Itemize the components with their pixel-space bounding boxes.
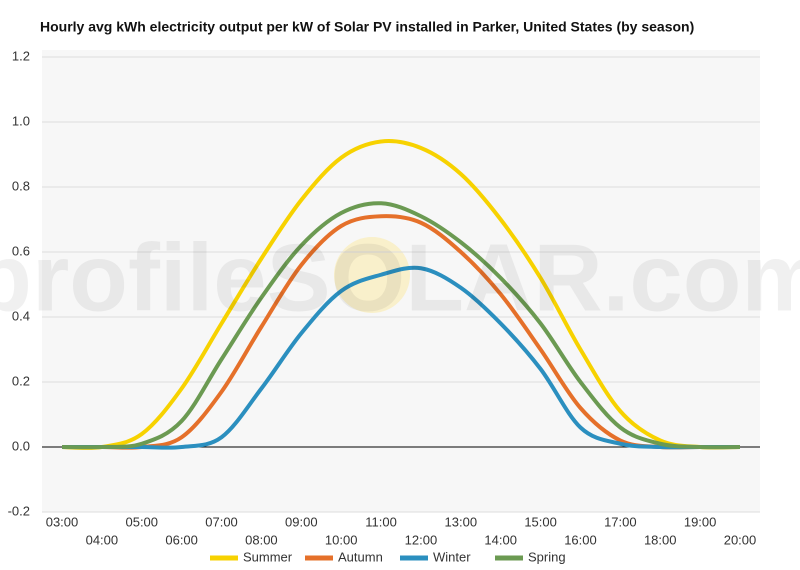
x-tick-label: 20:00 xyxy=(724,532,757,547)
y-tick-label: -0.2 xyxy=(8,503,30,518)
series-line xyxy=(61,139,741,450)
y-tick-label: 0.8 xyxy=(12,178,30,193)
x-tick-label: 04:00 xyxy=(86,532,119,547)
x-tick-label: 03:00 xyxy=(46,514,79,529)
x-tick-label: 07:00 xyxy=(205,514,238,529)
y-tick-label: 0.6 xyxy=(12,243,30,258)
x-tick-label: 14:00 xyxy=(484,532,517,547)
legend-label: Summer xyxy=(243,549,293,564)
x-tick-label: 09:00 xyxy=(285,514,318,529)
x-tick-label: 08:00 xyxy=(245,532,278,547)
x-tick-label: 06:00 xyxy=(165,532,198,547)
x-tick-label: 13:00 xyxy=(445,514,478,529)
x-tick-label: 17:00 xyxy=(604,514,637,529)
y-tick-label: 1.0 xyxy=(12,113,30,128)
chart-title: Hourly avg kWh electricity output per kW… xyxy=(40,19,694,35)
x-tick-label: 18:00 xyxy=(644,532,677,547)
y-tick-label: 0.2 xyxy=(12,373,30,388)
legend-label: Winter xyxy=(433,549,471,564)
series-line xyxy=(62,265,740,450)
x-tick-label: 15:00 xyxy=(524,514,557,529)
x-tick-label: 16:00 xyxy=(564,532,597,547)
x-tick-label: 19:00 xyxy=(684,514,717,529)
watermark-sun xyxy=(334,237,410,313)
x-tick-label: 12:00 xyxy=(405,532,438,547)
legend-label: Spring xyxy=(528,549,566,564)
y-tick-label: 0.4 xyxy=(12,308,30,323)
series-line xyxy=(61,201,741,450)
x-tick-label: 05:00 xyxy=(125,514,158,529)
x-tick-label: 10:00 xyxy=(325,532,358,547)
legend-label: Autumn xyxy=(338,549,383,564)
y-tick-label: 0.0 xyxy=(12,438,30,453)
watermark: profileSOLAR.com xyxy=(0,224,800,331)
series-line xyxy=(62,214,740,450)
x-tick-label: 11:00 xyxy=(365,514,397,529)
y-tick-label: 1.2 xyxy=(12,48,30,63)
